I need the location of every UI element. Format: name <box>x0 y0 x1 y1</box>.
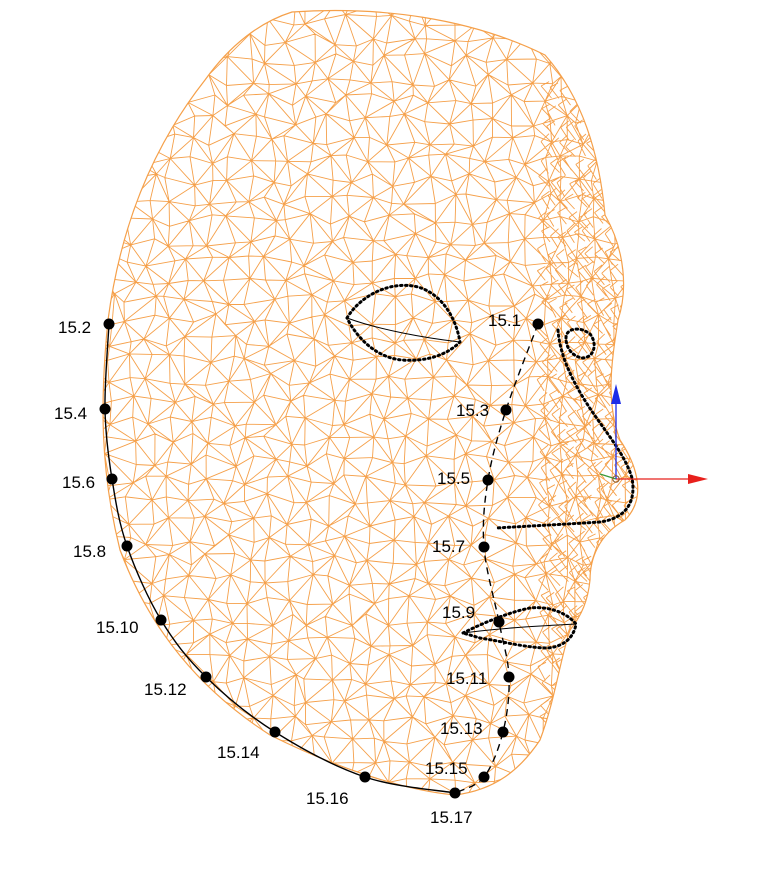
eye-line <box>346 317 461 343</box>
landmark-label: 15.5 <box>437 469 470 488</box>
nostril-outline <box>564 327 596 360</box>
landmark-label: 15.12 <box>144 680 187 699</box>
landmark-label: 15.7 <box>432 537 465 556</box>
lips-line <box>462 623 577 634</box>
landmark-dot <box>99 403 111 415</box>
landmark-dot <box>482 474 494 486</box>
landmark-15-3: 15.3 <box>456 401 512 420</box>
face-silhouette <box>102 9 639 796</box>
landmark-label: 15.10 <box>96 618 139 637</box>
mesh-edges <box>103 10 638 795</box>
landmark-label: 15.17 <box>430 808 473 827</box>
landmark-label: 15.1 <box>488 311 521 330</box>
landmark-dot <box>359 771 371 783</box>
landmark-label: 15.11 <box>446 669 487 688</box>
landmark-label: 15.8 <box>73 542 106 561</box>
landmark-15-17: 15.17 <box>430 787 473 827</box>
landmark-dot <box>493 616 505 628</box>
landmark-15-6: 15.6 <box>62 473 118 492</box>
landmark-label: 15.14 <box>217 743 260 762</box>
landmark-label: 15.3 <box>456 401 489 420</box>
landmark-dot <box>155 614 167 626</box>
landmark-dot <box>478 541 490 553</box>
landmark-15-8: 15.8 <box>73 540 133 561</box>
landmark-dot <box>500 404 512 416</box>
landmark-label: 15.4 <box>54 404 87 423</box>
landmark-15-10: 15.10 <box>96 614 167 637</box>
landmark-dot <box>200 671 212 683</box>
nose-outline <box>494 328 635 530</box>
landmark-label: 15.13 <box>440 719 483 738</box>
landmark-label: 15.6 <box>62 473 95 492</box>
landmark-15-1: 15.1 <box>488 311 544 330</box>
landmark-15-4: 15.4 <box>54 403 111 423</box>
landmark-dot <box>449 787 461 799</box>
landmark-dot <box>103 318 115 330</box>
landmark-15-14: 15.14 <box>217 726 281 762</box>
landmark-label: 15.9 <box>442 603 475 622</box>
landmark-dot <box>503 671 515 683</box>
wireframe-mesh <box>103 10 638 795</box>
landmark-label: 15.2 <box>58 318 91 337</box>
landmark-label: 15.16 <box>306 789 349 808</box>
axis-gizmo <box>599 384 708 484</box>
landmark-dot <box>121 540 133 552</box>
y-axis-arrow-icon <box>611 384 621 404</box>
landmark-15-13: 15.13 <box>440 719 509 738</box>
landmark-dot <box>532 318 544 330</box>
landmark-dot <box>478 771 490 783</box>
landmark-15-16: 15.16 <box>306 771 371 808</box>
x-axis-arrow-icon <box>688 474 708 484</box>
landmark-dot <box>106 473 118 485</box>
landmark-15-9: 15.9 <box>442 603 505 628</box>
landmark-dot <box>497 726 509 738</box>
landmark-15-11: 15.11 <box>446 669 515 688</box>
landmark-label: 15.15 <box>425 759 468 778</box>
axis-origin <box>612 475 620 483</box>
landmark-dot <box>269 726 281 738</box>
landmark-15-5: 15.5 <box>437 469 494 488</box>
landmark-15-12: 15.12 <box>144 671 212 699</box>
midline-profile-curve <box>454 323 539 794</box>
landmarks: 15.1 15.2 15.3 15.4 15.5 15.6 15.7 15.8 15.9 15.1… <box>54 311 544 827</box>
landmark-15-15: 15.15 <box>425 759 490 783</box>
landmark-15-7: 15.7 <box>432 537 490 556</box>
landmark-15-2: 15.2 <box>58 318 115 337</box>
